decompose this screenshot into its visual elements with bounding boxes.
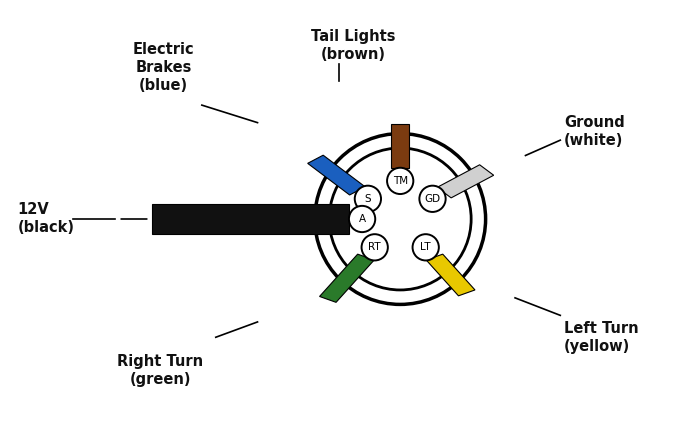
Ellipse shape xyxy=(349,206,375,232)
Ellipse shape xyxy=(387,168,413,194)
Text: A: A xyxy=(358,214,365,224)
Text: Tail Lights
(brown): Tail Lights (brown) xyxy=(311,29,396,63)
Ellipse shape xyxy=(413,234,439,261)
Polygon shape xyxy=(437,165,493,198)
Text: Right Turn
(green): Right Turn (green) xyxy=(117,353,203,387)
Text: LT: LT xyxy=(420,242,431,252)
Ellipse shape xyxy=(420,186,445,212)
Text: RT: RT xyxy=(368,242,381,252)
Ellipse shape xyxy=(329,148,471,290)
Polygon shape xyxy=(152,204,349,234)
Polygon shape xyxy=(308,155,365,195)
Text: TM: TM xyxy=(393,176,408,186)
Ellipse shape xyxy=(361,234,388,261)
Polygon shape xyxy=(391,124,409,168)
Text: 12V
(black): 12V (black) xyxy=(17,202,74,236)
Text: S: S xyxy=(365,194,371,204)
Ellipse shape xyxy=(355,186,381,212)
Polygon shape xyxy=(426,254,475,296)
Text: GD: GD xyxy=(425,194,441,204)
Polygon shape xyxy=(319,254,374,302)
Text: Electric
Brakes
(blue): Electric Brakes (blue) xyxy=(133,42,194,93)
Text: Ground
(white): Ground (white) xyxy=(564,115,624,148)
Text: Left Turn
(yellow): Left Turn (yellow) xyxy=(564,321,638,354)
